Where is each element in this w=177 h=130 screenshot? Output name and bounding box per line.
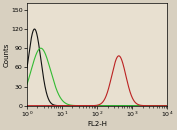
Y-axis label: Counts: Counts <box>4 42 10 67</box>
X-axis label: FL2-H: FL2-H <box>87 121 107 126</box>
